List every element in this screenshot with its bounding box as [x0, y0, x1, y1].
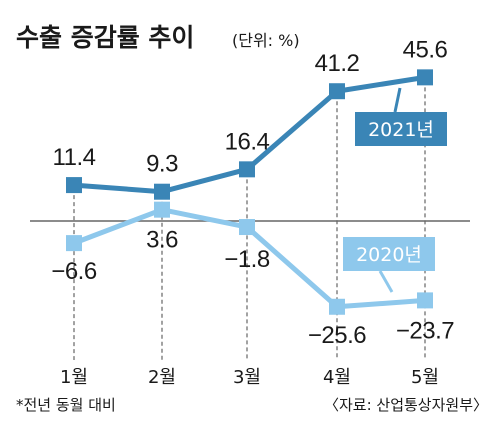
legend-box-1: [343, 237, 435, 271]
label-2021-1월: 11.4: [53, 144, 96, 171]
legend-box-0: [355, 112, 447, 146]
point-1-3월: [239, 219, 255, 236]
label-2021-3월: 16.4: [225, 128, 270, 155]
point-0-3월: [239, 161, 255, 178]
point-1-1월: [66, 235, 82, 252]
point-0-1월: [66, 177, 82, 194]
point-1-5월: [417, 292, 433, 309]
point-0-4월: [329, 83, 345, 100]
label-2021-5월: 45.6: [403, 36, 448, 63]
value-labels: 11.4 9.3 16.4 41.2 45.6 −6.6 3.6 −1.8 −25.6 −23.7: [51, 36, 454, 348]
point-1-4월: [329, 298, 345, 315]
xtick-1월: 1월: [60, 367, 88, 388]
x-axis-ticks: 1월 2월 3월 4월 5월: [60, 367, 439, 388]
xtick-5월: 5월: [411, 367, 439, 388]
point-1-2월: [154, 201, 170, 218]
label-2021-2월: 9.3: [146, 151, 178, 178]
legend-callouts: 2021년 2020년: [343, 87, 447, 293]
legend-connector-1: [378, 270, 394, 293]
unit-note: (단위: %): [232, 31, 300, 50]
label-2021-4월: 41.2: [315, 50, 360, 77]
label-2020-1월: −6.6: [51, 258, 97, 285]
xtick-2월: 2월: [148, 367, 176, 388]
xtick-4월: 4월: [323, 367, 351, 388]
label-2020-2월: 3.6: [146, 227, 178, 254]
legend-connector-0: [393, 87, 402, 113]
label-2020-5월: −23.7: [396, 317, 454, 344]
point-0-5월: [417, 69, 433, 86]
point-0-2월: [154, 183, 170, 200]
label-2020-3월: −1.8: [224, 246, 270, 273]
legend-label-0: 2021년: [368, 119, 434, 141]
chart-title: 수출 증감률 추이: [16, 23, 194, 52]
footnote: *전년 동월 대비: [16, 396, 116, 414]
legend-label-1: 2020년: [356, 244, 422, 266]
label-2020-4월: −25.6: [308, 322, 366, 349]
series-layer: [66, 69, 433, 315]
source-note: 〈자료: 산업통상자원부〉: [324, 396, 488, 414]
xtick-3월: 3월: [233, 367, 261, 388]
